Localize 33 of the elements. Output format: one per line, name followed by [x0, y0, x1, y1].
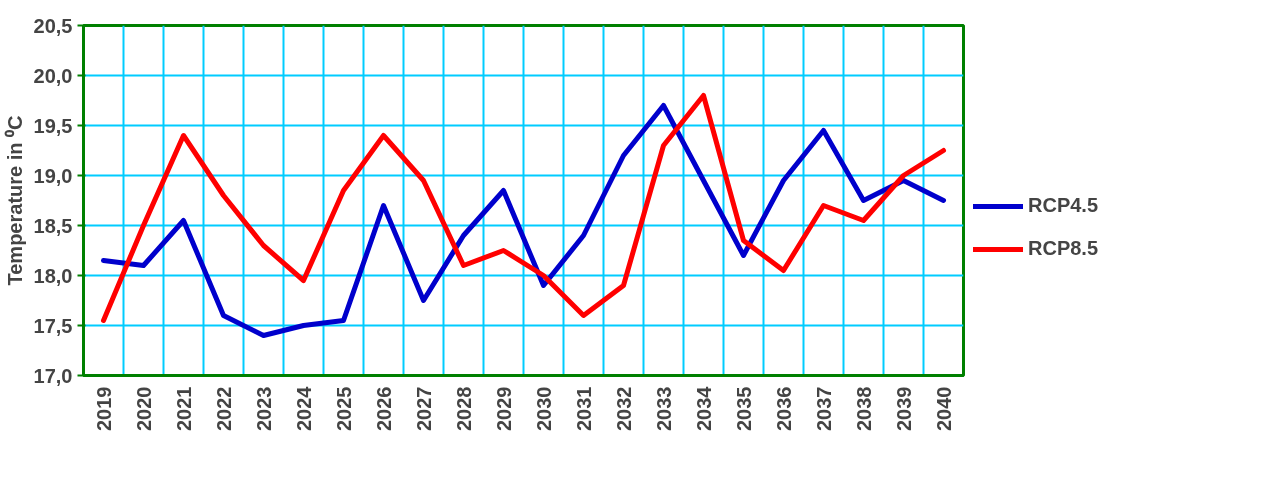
x-tick-label: 2024	[292, 385, 315, 431]
x-tick-label: 2025	[332, 386, 355, 431]
y-tick-label: 19,0	[33, 164, 73, 187]
x-tick-label: 2031	[572, 386, 595, 431]
x-tick-label: 2023	[252, 386, 275, 431]
x-tick-label: 2037	[812, 386, 835, 431]
x-tick-label: 2026	[372, 386, 395, 431]
x-tick-label: 2022	[212, 386, 235, 431]
x-tick-label: 2038	[852, 386, 875, 431]
x-tick-label: 2033	[652, 386, 675, 431]
x-tick-label: 2020	[132, 386, 155, 431]
x-tick-label: 2032	[612, 386, 635, 431]
x-tick-label: 2028	[452, 386, 475, 431]
x-tick-label: 2030	[532, 386, 555, 431]
y-tick-label: 20,5	[33, 14, 73, 37]
y-tick-label: 17,0	[33, 364, 73, 387]
y-tick-label: 20,0	[33, 64, 73, 87]
x-tick-label: 2040	[932, 386, 955, 431]
x-tick-label: 2035	[732, 386, 755, 431]
x-tick-label: 2039	[892, 386, 915, 431]
x-tick-label: 2034	[692, 385, 715, 431]
x-tick-label: 2036	[772, 386, 795, 431]
y-tick-label: 19,5	[33, 114, 73, 137]
y-tick-label: 18,5	[33, 214, 73, 237]
legend-label: RCP8.5	[1028, 237, 1099, 260]
y-tick-label: 17,5	[33, 314, 73, 337]
x-tick-label: 2019	[92, 386, 115, 431]
y-axis-title: Temperature in ⁰C	[3, 115, 26, 286]
y-tick-label: 18,0	[33, 264, 73, 287]
x-tick-label: 2027	[412, 386, 435, 431]
x-tick-label: 2021	[172, 386, 195, 431]
x-tick-label: 2029	[492, 386, 515, 431]
legend-label: RCP4.5	[1028, 194, 1099, 217]
